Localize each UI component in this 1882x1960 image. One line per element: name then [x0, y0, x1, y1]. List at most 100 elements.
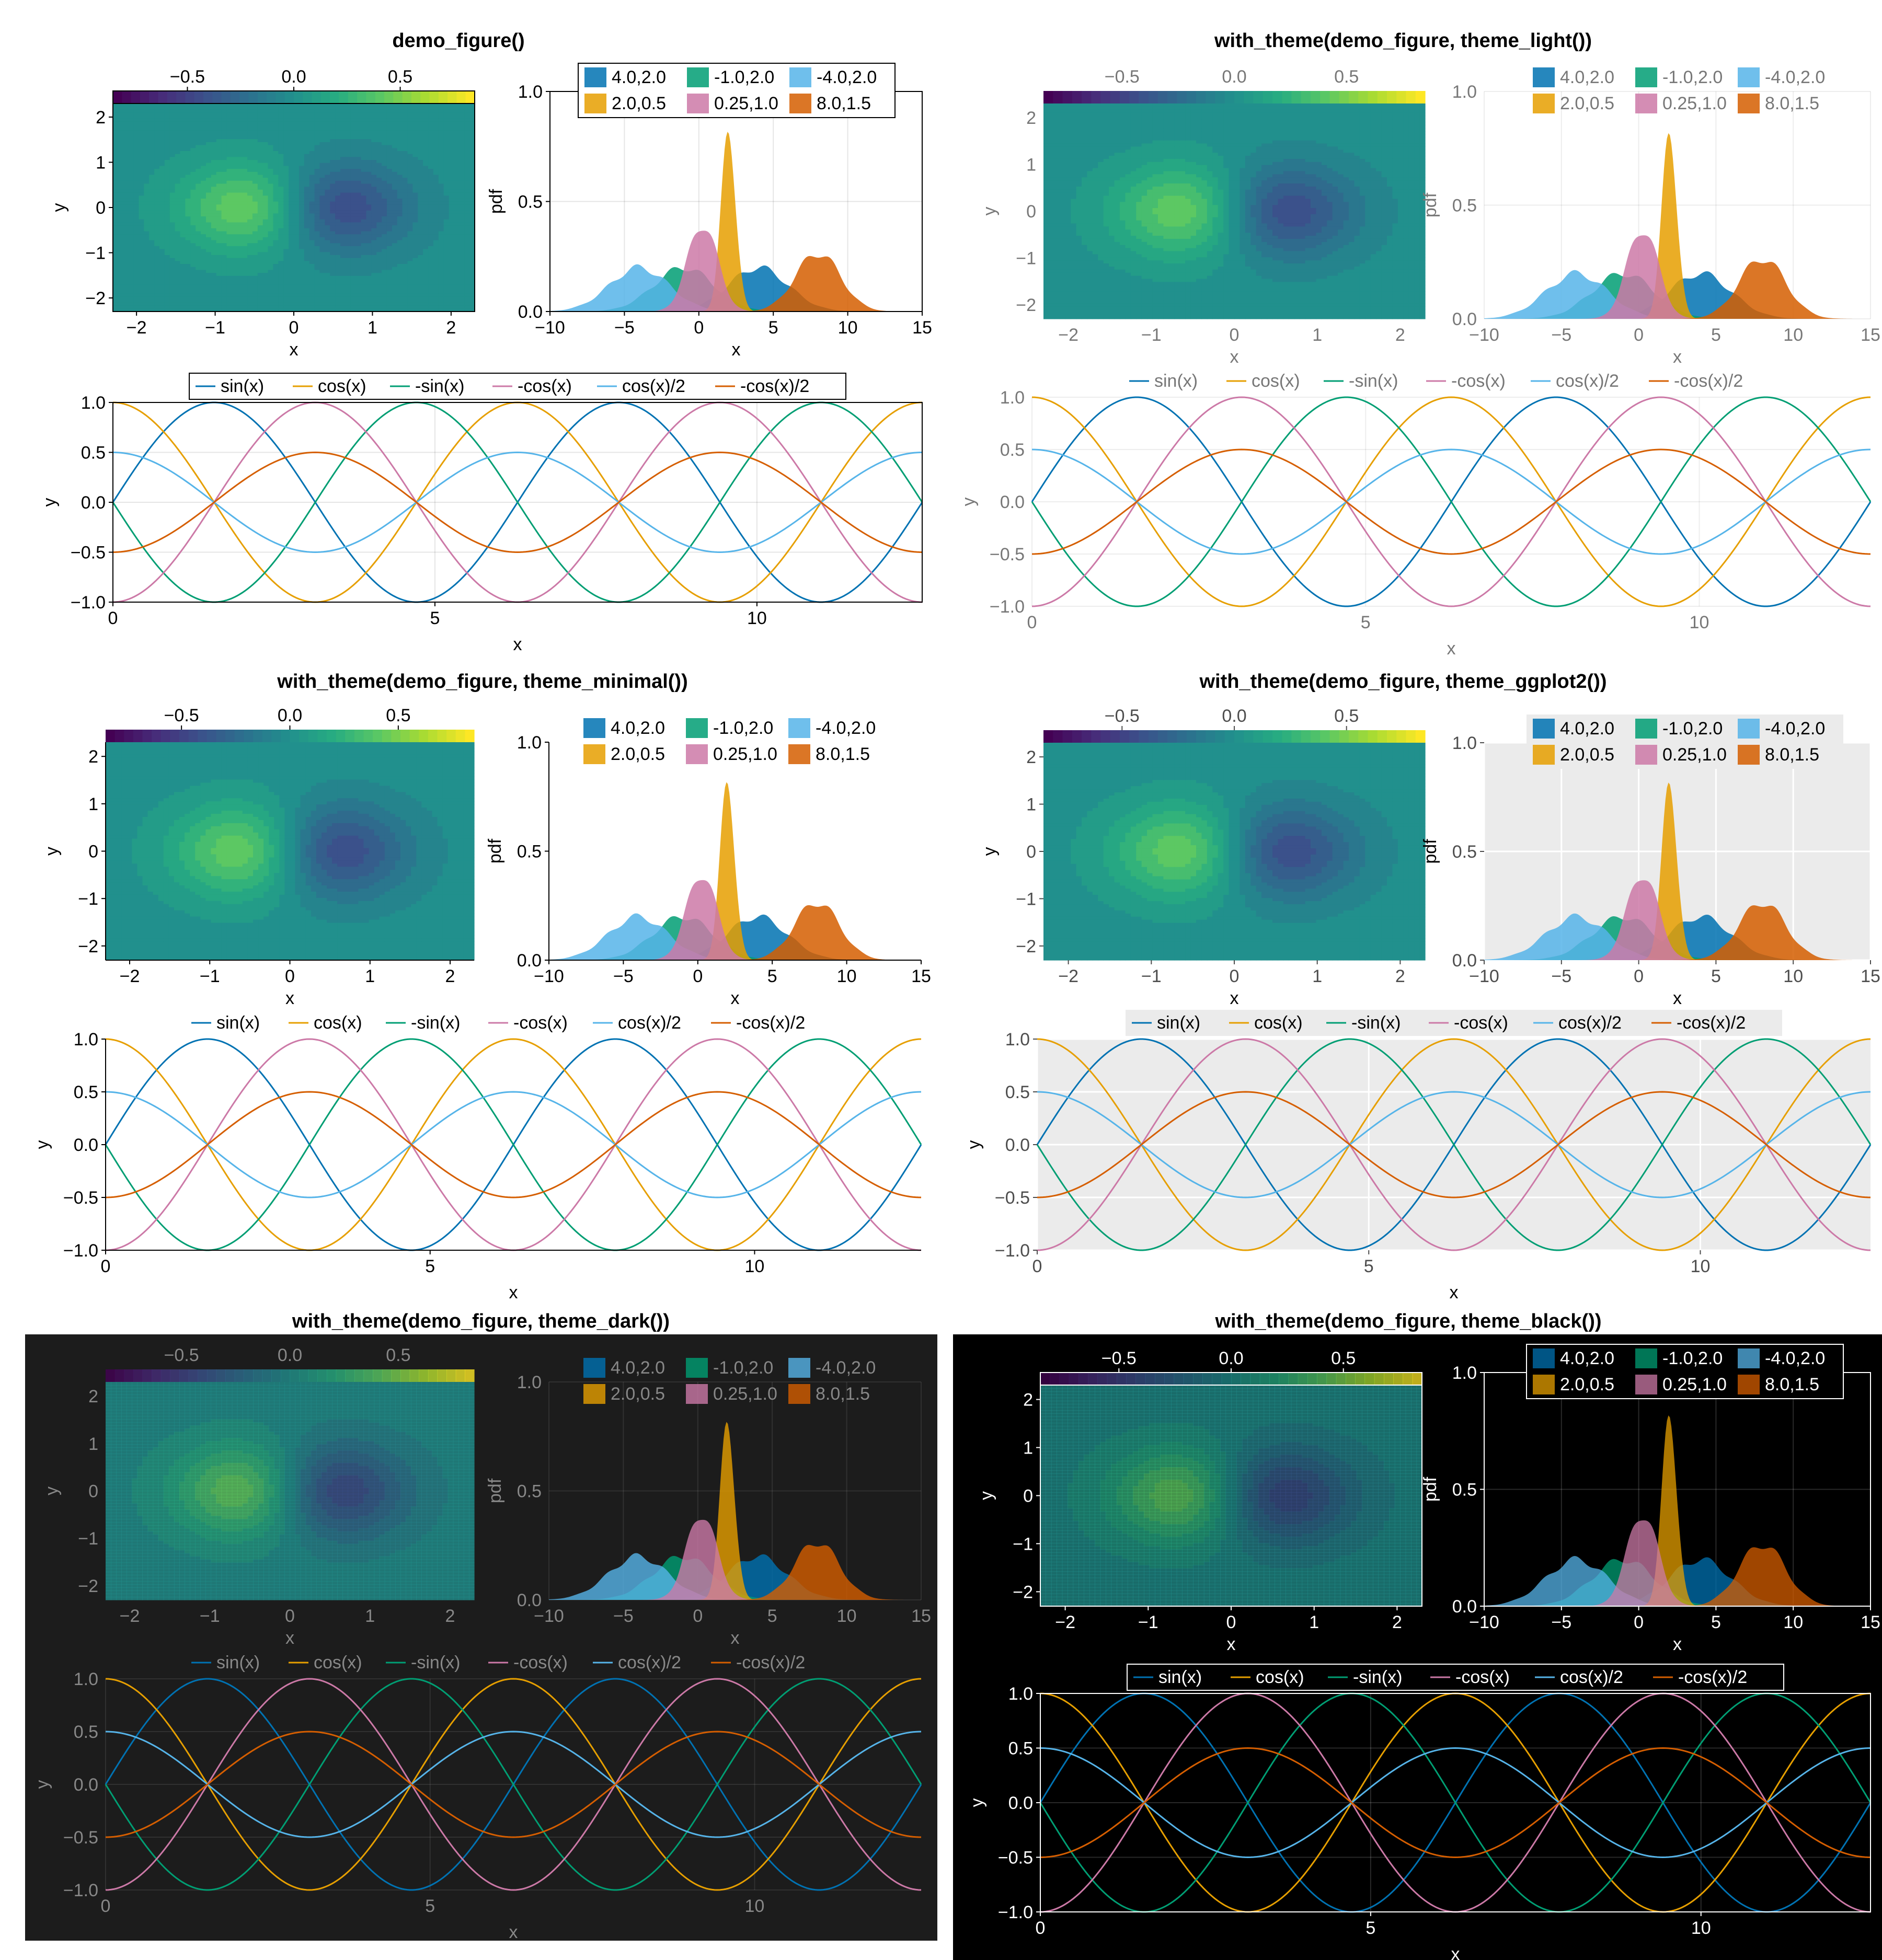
contour-cell: [371, 297, 376, 300]
contour-cell: [180, 228, 186, 232]
contour-cell: [412, 109, 418, 112]
contour-cell: [351, 154, 356, 157]
contour-cell: [366, 124, 371, 128]
contour-cell: [309, 130, 315, 133]
contour-cell: [376, 291, 382, 294]
contour-cell: [356, 252, 361, 255]
contour-cell: [190, 246, 196, 249]
contour-cell: [439, 225, 444, 228]
contour-cell: [201, 279, 206, 282]
contour-cell: [185, 207, 190, 211]
contour-cell: [366, 282, 371, 285]
contour-cell: [418, 169, 423, 172]
contour-cell: [196, 216, 201, 220]
contour-cell: [216, 148, 222, 151]
contour-cell: [325, 264, 330, 267]
contour-cell: [335, 136, 340, 140]
contour-cell: [366, 252, 371, 255]
contour-cell: [165, 261, 170, 264]
contour-cell: [139, 252, 144, 255]
contour-cell: [129, 193, 134, 196]
contour-cell: [433, 139, 439, 142]
contour-cell: [253, 154, 258, 157]
contour-cell: [232, 199, 237, 202]
contour-cell: [283, 190, 289, 193]
contour-cell: [253, 124, 258, 128]
contour-cell: [242, 116, 247, 119]
contour-cell: [376, 273, 382, 276]
contour-cell: [433, 279, 439, 282]
contour-cell: [175, 273, 180, 276]
contour-cell: [335, 267, 340, 270]
contour-cell: [237, 190, 242, 193]
contour-cell: [226, 181, 232, 184]
contour-cell: [397, 190, 403, 193]
contour-cell: [392, 116, 397, 119]
contour-cell: [258, 133, 263, 136]
contour-cell: [222, 204, 227, 207]
contour-cell: [206, 112, 211, 116]
contour-cell: [351, 222, 356, 225]
contour-cell: [118, 133, 123, 136]
contour-cell: [268, 178, 273, 181]
contour-cell: [129, 172, 134, 175]
contour-cell: [170, 109, 175, 112]
contour-cell: [319, 243, 325, 246]
contour-cell: [356, 187, 361, 190]
contour-cell: [371, 243, 376, 246]
contour-cell: [325, 267, 330, 270]
contour-cell: [418, 303, 423, 306]
contour-cell: [412, 279, 418, 282]
contour-cell: [356, 145, 361, 148]
contour-cell: [319, 282, 325, 285]
contour-cell: [397, 258, 403, 261]
contour-cell: [325, 225, 330, 228]
contour-cell: [299, 240, 304, 244]
contour-cell: [315, 240, 320, 244]
contour-cell: [226, 237, 232, 240]
contour-cell: [397, 133, 403, 136]
contour-cell: [123, 255, 129, 258]
contour-cell: [340, 142, 346, 145]
contour-cell: [211, 258, 216, 261]
contour-cell: [356, 175, 361, 178]
contour-cell: [196, 204, 201, 207]
contour-cell: [444, 216, 449, 220]
contour-cell: [165, 207, 170, 211]
contour-cell: [433, 294, 439, 297]
contour-cell: [154, 178, 159, 181]
contour-cell: [330, 282, 335, 285]
contour-cell: [165, 297, 170, 300]
contour-cell: [304, 184, 309, 187]
contour-cell: [129, 160, 134, 163]
contour-cell: [129, 148, 134, 151]
contour-cell: [366, 107, 371, 110]
contour-cell: [201, 124, 206, 128]
contour-cell: [330, 130, 335, 133]
contour-cell: [283, 306, 289, 309]
contour-cell: [175, 297, 180, 300]
contour-cell: [439, 231, 444, 234]
contour-cell: [361, 127, 366, 130]
contour-cell: [325, 151, 330, 154]
contour-cell: [330, 207, 335, 211]
contour-cell: [273, 157, 278, 160]
contour-cell: [216, 231, 222, 234]
contour-cell: [423, 222, 428, 225]
contour-cell: [237, 130, 242, 133]
contour-cell: [376, 261, 382, 264]
contour-cell: [439, 178, 444, 181]
contour-cell: [263, 139, 268, 142]
contour-cell: [403, 116, 408, 119]
contour-cell: [423, 216, 428, 220]
contour-cell: [407, 255, 412, 258]
contour-cell: [423, 184, 428, 187]
contour-cell: [139, 225, 144, 228]
contour-cell: [253, 190, 258, 193]
contour-cell: [299, 202, 304, 205]
contour-cell: [232, 169, 237, 172]
contour-cell: [222, 166, 227, 169]
contour-cell: [134, 270, 139, 273]
contour-cell: [196, 160, 201, 163]
contour-cell: [273, 252, 278, 255]
